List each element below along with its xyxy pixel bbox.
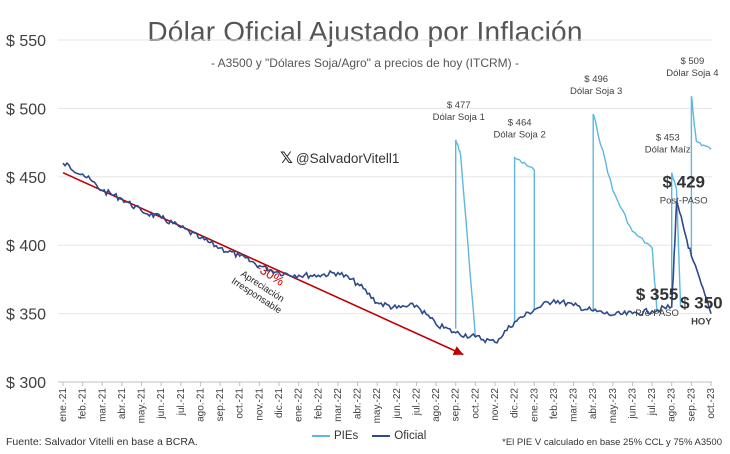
x-tick-label: ene.-23 — [529, 388, 540, 422]
series-line-pies — [455, 139, 477, 337]
x-tick-label: ago.-22 — [431, 388, 442, 422]
annotation-value: $ 355 — [636, 285, 679, 304]
chart-subtitle: - A3500 y "Dólares Soja/Agro" a precios … — [211, 56, 519, 70]
chart-area: $ 300 $ 350 $ 400 $ 450 $ 500 $ 550 ene.-21 fe… — [6, 33, 723, 423]
x-tick-label: may.-21 — [137, 388, 148, 424]
y-tick-label: $ 550 — [6, 33, 46, 50]
x-tick-label: jul.-22 — [411, 388, 422, 417]
annotation-value: $ 350 — [680, 294, 723, 313]
annotation: $ 350 HOY — [680, 294, 723, 328]
annotation-value: $ 509 — [680, 56, 704, 67]
x-tick-label: jun.-21 — [156, 388, 167, 420]
annotation-sub: Dólar Soja 2 — [493, 130, 545, 141]
annotation-sub: Post-PASO — [660, 196, 708, 207]
x-tick-label: sep.-22 — [451, 388, 462, 422]
y-tick-label: $ 500 — [6, 101, 46, 118]
x-tick-label: oct.-21 — [235, 388, 246, 419]
x-tick-label: mar.-21 — [97, 388, 108, 422]
x-tick-label: dic.-22 — [510, 388, 521, 418]
x-axis: ene.-21 feb.-21 mar.-21 abr.-21 may.-21 jun.-… — [58, 382, 717, 423]
x-tick-label: feb.-22 — [313, 388, 324, 420]
annotation-sub: Dólar Soja 1 — [433, 112, 485, 123]
annotation-value: $ 453 — [656, 133, 680, 144]
x-tick-label: abr.-21 — [117, 388, 128, 420]
x-tick-label: jul.-21 — [176, 388, 187, 417]
x-tick-label: may.-23 — [608, 388, 619, 424]
x-tick-label: mar.-23 — [569, 388, 580, 422]
x-tick-label: jun.-23 — [627, 388, 638, 420]
x-tick-label: feb.-23 — [549, 388, 560, 420]
legend-swatch-pies — [312, 434, 330, 438]
x-tick-label: ene.-22 — [294, 388, 305, 422]
x-tick-label: abr.-23 — [588, 388, 599, 420]
annotation-value: $ 429 — [662, 173, 705, 192]
series-lines — [62, 95, 712, 344]
x-tick-label: sep.-23 — [686, 388, 697, 422]
annotation: $ 429 Post-PASO — [660, 173, 708, 207]
x-logo-icon: 𝕏 — [280, 150, 293, 167]
y-tick-label: $ 400 — [6, 238, 46, 255]
annotation-value: $ 477 — [447, 100, 471, 111]
x-tick-label: ago.-23 — [667, 388, 678, 422]
legend-label-oficial: Oficial — [394, 430, 427, 442]
x-tick-label: oct.-23 — [706, 388, 717, 419]
y-axis: $ 300 $ 350 $ 400 $ 450 $ 500 $ 550 — [6, 33, 46, 392]
y-tick-label: $ 450 — [6, 170, 46, 187]
series-line-oficial — [62, 161, 712, 344]
x-tick-label: dic.-21 — [274, 388, 285, 418]
annotation-sub: Pre-PASO — [635, 308, 679, 319]
y-tick-label: $ 350 — [6, 307, 46, 324]
x-tick-label: nov.-21 — [254, 388, 265, 421]
legend-item-pies: PIEs — [312, 430, 358, 442]
legend: PIEs Oficial — [312, 430, 426, 442]
annotation-value: $ 496 — [584, 74, 608, 85]
x-tick-label: ago.-21 — [195, 388, 206, 422]
annotation-sub: Dólar Soja 4 — [666, 68, 718, 79]
series-line-pies — [513, 156, 535, 322]
annotation-sub: Dólar Soja 3 — [570, 86, 622, 97]
legend-label-pies: PIEs — [334, 430, 359, 442]
y-tick-label: $ 300 — [6, 375, 46, 392]
source-note: Fuente: Salvador Vitelli en base a BCRA. — [6, 436, 198, 448]
legend-swatch-oficial — [372, 434, 391, 438]
x-tick-label: sep.-21 — [215, 388, 226, 422]
social-handle-text: @SalvadorVitell1 — [295, 150, 400, 166]
chart-title: Dólar Oficial Ajustado por Inflación — [147, 16, 583, 47]
annotation-value: $ 464 — [508, 118, 532, 129]
annotation-sub: HOY — [691, 317, 712, 328]
x-tick-label: abr.-22 — [353, 388, 364, 420]
x-tick-label: nov.-22 — [490, 388, 501, 421]
series-line-pies — [671, 172, 682, 307]
x-tick-label: feb.-21 — [78, 388, 89, 420]
x-tick-label: jun.-22 — [392, 388, 403, 420]
x-tick-label: ene.-21 — [58, 388, 69, 422]
legend-item-oficial: Oficial — [372, 430, 426, 442]
x-tick-label: oct.-22 — [470, 388, 481, 419]
x-tick-label: mar.-22 — [333, 388, 344, 422]
x-tick-label: may.-22 — [372, 388, 383, 424]
x-tick-label: jul.-23 — [647, 388, 658, 417]
series-line-pies — [592, 113, 658, 311]
annotation-sub: Dólar Maíz — [645, 145, 691, 156]
series-line-pies — [690, 95, 712, 257]
footnote: *El PIE V calculado en base 25% CCL y 75… — [502, 437, 722, 448]
annotation: $ 355 Pre-PASO — [635, 285, 679, 319]
social-handle: 𝕏 @SalvadorVitell1 — [280, 148, 399, 168]
